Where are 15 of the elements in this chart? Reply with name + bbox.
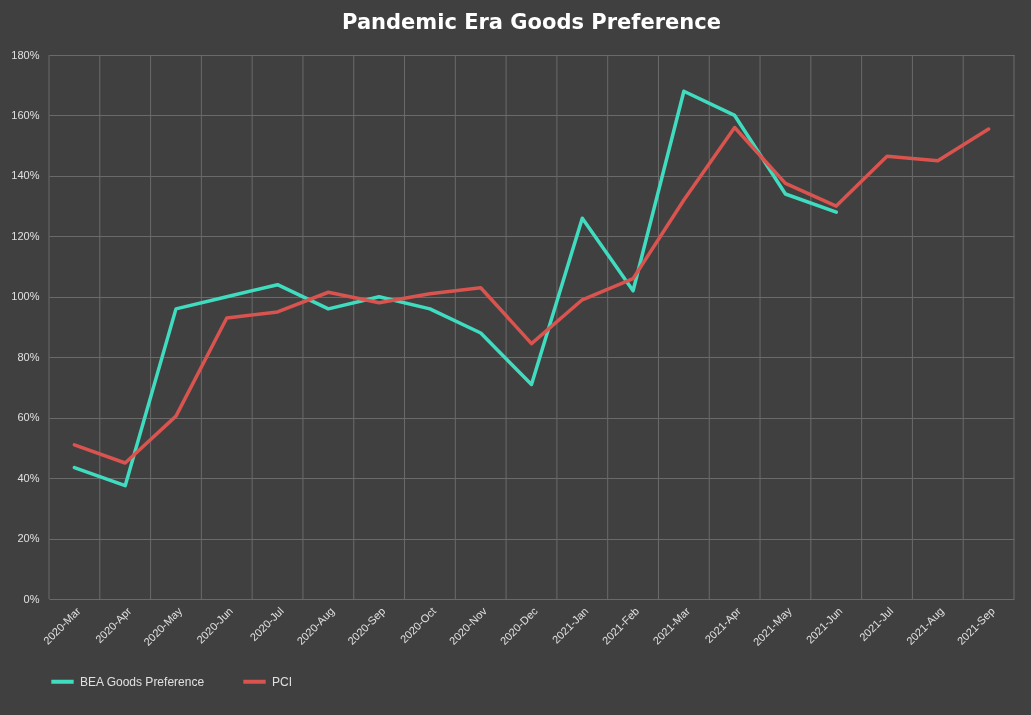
y-tick-label: 60%: [17, 411, 40, 424]
chart-title: Pandemic Era Goods Preference: [342, 10, 721, 34]
legend-label: PCI: [272, 674, 293, 689]
line-series: [72, 125, 991, 465]
y-tick-label: 20%: [17, 532, 40, 545]
y-tick-label: 100%: [11, 290, 40, 303]
legend-label: BEA Goods Preference: [80, 674, 205, 689]
line-series: [72, 89, 838, 488]
y-tick-label: 120%: [11, 229, 40, 242]
y-tick-label: 160%: [11, 108, 40, 121]
y-tick-label: 40%: [17, 471, 40, 484]
y-tick-label: 180%: [11, 48, 40, 61]
y-tick-label: 80%: [17, 350, 40, 363]
y-tick-label: 0%: [23, 592, 40, 605]
y-tick-label: 140%: [11, 169, 40, 182]
